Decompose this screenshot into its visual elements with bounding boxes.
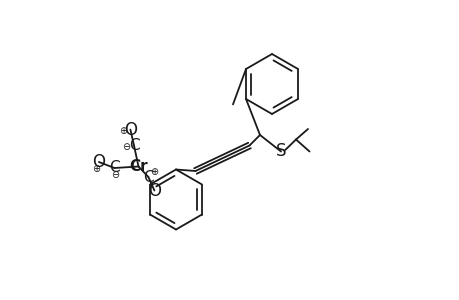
Text: C: C [109, 160, 119, 175]
Text: C: C [129, 138, 139, 153]
Text: ⊖: ⊖ [123, 142, 130, 152]
Text: ⊕: ⊕ [119, 126, 127, 136]
Text: C: C [143, 169, 153, 184]
Text: ⊕: ⊕ [150, 167, 157, 177]
Text: ⊖: ⊖ [111, 170, 119, 181]
Text: S: S [275, 142, 285, 160]
Text: O: O [148, 182, 161, 200]
Text: Cr: Cr [129, 159, 147, 174]
Text: ⊕: ⊕ [92, 164, 100, 174]
Text: O: O [92, 153, 105, 171]
Text: O: O [123, 121, 137, 139]
